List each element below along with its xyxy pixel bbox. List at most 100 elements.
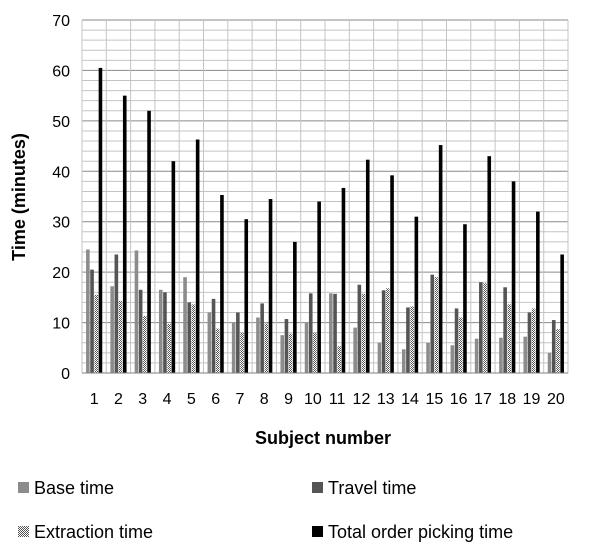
bar-extraction-time-17 [483, 283, 487, 373]
x-tick-label: 5 [187, 391, 196, 408]
bar-travel-time-17 [479, 282, 483, 373]
bar-total-order-picking-time-12 [365, 159, 370, 373]
bar-travel-time-9 [284, 319, 289, 373]
bar-extraction-time-16 [458, 317, 463, 373]
y-tick-label: 20 [52, 265, 70, 282]
bar-base-time-7 [231, 322, 236, 373]
bar-extraction-time-5 [191, 304, 196, 373]
bar-total-order-picking-time-15 [438, 145, 443, 373]
bar-extraction-time-18 [507, 304, 512, 373]
bar-travel-time-16 [454, 308, 459, 373]
bar-base-time-5 [183, 277, 187, 373]
bar-total-order-picking-time-6 [220, 194, 224, 373]
bar-travel-time-7 [236, 312, 240, 373]
y-axis-ticks: 0 10 20 30 40 50 60 70 [52, 13, 70, 383]
x-tick-label: 10 [304, 391, 322, 408]
bar-extraction-time-20 [556, 329, 560, 373]
bar-base-time-14 [401, 349, 406, 373]
legend-label: Travel time [328, 478, 416, 498]
x-tick-label: 15 [425, 391, 443, 408]
bar-base-time-19 [523, 336, 528, 373]
legend-label: Base time [34, 478, 114, 498]
bar-travel-time-18 [503, 287, 507, 373]
bar-travel-time-13 [381, 290, 386, 373]
x-tick-label: 9 [284, 391, 293, 408]
bar-total-order-picking-time-1 [98, 67, 103, 374]
bar-total-order-picking-time-19 [536, 211, 540, 373]
bar-base-time-8 [256, 317, 260, 373]
x-tick-label: 19 [523, 391, 541, 408]
gridlines [81, 19, 569, 373]
bar-extraction-time-11 [337, 346, 342, 373]
y-tick-label: 60 [52, 63, 70, 80]
bar-total-order-picking-time-13 [390, 175, 394, 373]
bar-travel-time-2 [114, 254, 119, 373]
bar-base-time-9 [280, 335, 285, 373]
bar-extraction-time-15 [434, 277, 439, 373]
y-tick-label: 70 [52, 13, 70, 30]
bar-base-time-1 [86, 249, 90, 373]
x-tick-label: 16 [450, 391, 468, 408]
x-axis-title: Subject number [255, 428, 391, 448]
bar-extraction-time-10 [313, 332, 317, 373]
bar-total-order-picking-time-7 [244, 219, 249, 373]
legend-swatch [18, 526, 29, 537]
bar-total-order-picking-time-11 [341, 187, 346, 373]
bar-extraction-time-13 [386, 288, 390, 373]
bar-base-time-6 [207, 312, 212, 373]
bar-base-time-2 [110, 286, 114, 373]
x-tick-label: 14 [401, 391, 419, 408]
bar-base-time-10 [304, 322, 309, 373]
bar-total-order-picking-time-4 [171, 161, 176, 373]
bar-travel-time-19 [527, 312, 532, 373]
bar-travel-time-6 [211, 298, 216, 373]
bar-total-order-picking-time-2 [122, 95, 127, 374]
x-tick-label: 13 [377, 391, 395, 408]
x-tick-label: 18 [498, 391, 516, 408]
bar-total-order-picking-time-20 [560, 254, 564, 373]
bar-travel-time-4 [163, 292, 167, 373]
x-tick-label: 17 [474, 391, 492, 408]
y-tick-label: 50 [52, 114, 70, 131]
bar-travel-time-3 [138, 289, 143, 373]
y-tick-label: 10 [52, 316, 70, 333]
bar-base-time-17 [474, 338, 479, 373]
bar-travel-time-8 [260, 303, 264, 373]
legend-swatch [312, 482, 323, 493]
bar-travel-time-15 [430, 274, 435, 373]
y-tick-label: 30 [52, 215, 70, 232]
bar-total-order-picking-time-14 [414, 216, 419, 373]
bar-base-time-13 [377, 342, 382, 373]
x-tick-label: 3 [138, 391, 147, 408]
bar-travel-time-12 [357, 284, 362, 373]
bars [86, 67, 564, 374]
bar-base-time-16 [450, 345, 455, 373]
bar-total-order-picking-time-10 [317, 201, 321, 373]
x-tick-label: 7 [235, 391, 244, 408]
y-tick-label: 40 [52, 164, 70, 181]
bar-total-order-picking-time-5 [195, 139, 200, 373]
x-tick-label: 4 [163, 391, 172, 408]
x-tick-label: 12 [353, 391, 371, 408]
bar-extraction-time-8 [264, 323, 269, 373]
bar-travel-time-14 [406, 307, 410, 373]
bar-total-order-picking-time-9 [293, 241, 297, 373]
bar-travel-time-11 [333, 293, 337, 373]
bar-extraction-time-4 [167, 324, 171, 373]
x-tick-label: 20 [547, 391, 565, 408]
x-tick-label: 6 [211, 391, 220, 408]
bar-travel-time-1 [90, 269, 94, 373]
bar-extraction-time-1 [94, 294, 99, 373]
bar-extraction-time-19 [531, 308, 536, 373]
bar-extraction-time-9 [288, 333, 293, 373]
bar-extraction-time-14 [410, 306, 414, 373]
bar-extraction-time-2 [118, 300, 123, 373]
legend-swatch [18, 482, 29, 493]
bar-extraction-time-3 [143, 316, 147, 373]
bar-total-order-picking-time-8 [268, 199, 273, 373]
bar-base-time-12 [353, 327, 357, 373]
bar-travel-time-5 [187, 302, 192, 373]
legend-label: Total order picking time [328, 522, 513, 542]
x-axis-ticks: 1 2 3 4 5 6 7 8 9 10 11 12 13 14 15 16 17 18 19 20 [90, 391, 565, 408]
